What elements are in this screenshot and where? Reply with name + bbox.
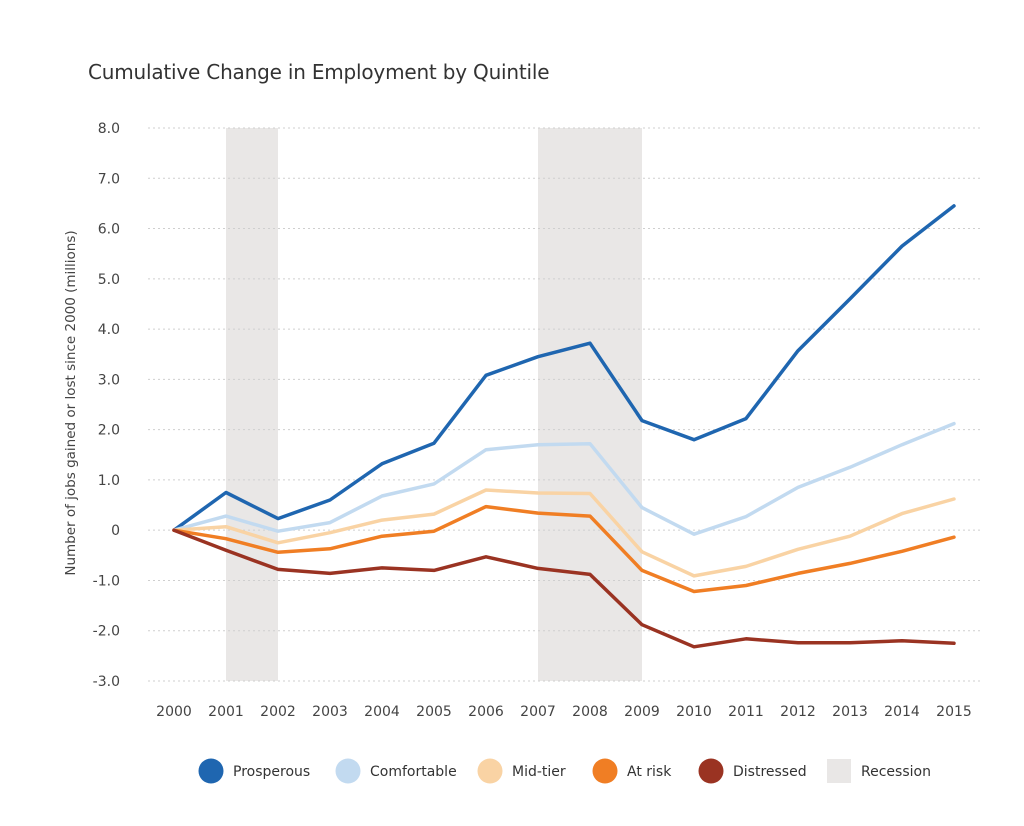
x-tick-label: 2005 — [416, 704, 452, 720]
y-tick-label: 7.0 — [98, 171, 120, 187]
y-axis-ticks: 8.0 7.0 6.0 5.0 4.0 3.0 2.0 1.0 0 -1.0 -2.0 -3.0 — [93, 121, 120, 690]
legend-label: Comfortable — [370, 764, 457, 780]
x-tick-label: 2006 — [468, 704, 504, 720]
y-tick-label: 8.0 — [98, 121, 120, 137]
legend-swatch — [698, 758, 724, 784]
legend: Prosperous Comfortable Mid-tier At risk Dist… — [198, 758, 931, 784]
y-tick-label: -2.0 — [93, 624, 120, 640]
y-tick-label: 6.0 — [98, 222, 120, 238]
y-tick-label: 4.0 — [98, 322, 120, 338]
x-tick-label: 2009 — [624, 704, 660, 720]
legend-label: At risk — [627, 764, 672, 780]
series-line-at-risk — [172, 504, 956, 594]
y-tick-label: 5.0 — [98, 272, 120, 288]
gridlines — [148, 127, 982, 682]
x-tick-label: 2004 — [364, 704, 400, 720]
x-tick-label: 2012 — [780, 704, 816, 720]
x-tick-label: 2003 — [312, 704, 348, 720]
x-tick-label: 2011 — [728, 704, 764, 720]
series-lines — [172, 204, 956, 649]
legend-swatch — [335, 758, 361, 784]
y-axis-title: Number of jobs gained or lost since 2000… — [63, 230, 79, 575]
chart-title: Cumulative Change in Employment by Quint… — [88, 60, 550, 84]
x-tick-label: 2013 — [832, 704, 868, 720]
y-tick-label: 0 — [111, 523, 120, 539]
series-line-distressed — [172, 528, 956, 649]
x-tick-label: 2001 — [208, 704, 244, 720]
legend-swatch — [198, 758, 224, 784]
x-tick-label: 2008 — [572, 704, 608, 720]
y-tick-label: -1.0 — [93, 573, 120, 589]
y-tick-label: -3.0 — [93, 674, 120, 690]
legend-label-recession: Recession — [861, 764, 931, 780]
y-tick-label: 3.0 — [98, 372, 120, 388]
series-line-mid-tier — [172, 488, 956, 578]
legend-swatch — [477, 758, 503, 784]
recession-band-1 — [226, 128, 278, 681]
x-axis-ticks: 2000 2001 2002 2003 2004 2005 2006 2007 2008 2009… — [156, 704, 972, 720]
x-tick-label: 2014 — [884, 704, 920, 720]
recession-band-2 — [538, 128, 642, 681]
legend-label: Prosperous — [233, 764, 310, 780]
series-line-comfortable — [172, 421, 956, 536]
legend-swatch-recession — [827, 759, 851, 783]
x-tick-label: 2002 — [260, 704, 296, 720]
y-tick-label: 1.0 — [98, 473, 120, 489]
x-tick-label: 2000 — [156, 704, 192, 720]
x-tick-label: 2007 — [520, 704, 556, 720]
legend-swatch — [592, 758, 618, 784]
y-tick-label: 2.0 — [98, 423, 120, 439]
x-tick-label: 2015 — [936, 704, 972, 720]
x-tick-label: 2010 — [676, 704, 712, 720]
recession-bands — [226, 128, 642, 681]
legend-label: Distressed — [733, 764, 807, 780]
series-line-prosperous — [172, 204, 956, 532]
legend-label: Mid-tier — [512, 764, 566, 780]
